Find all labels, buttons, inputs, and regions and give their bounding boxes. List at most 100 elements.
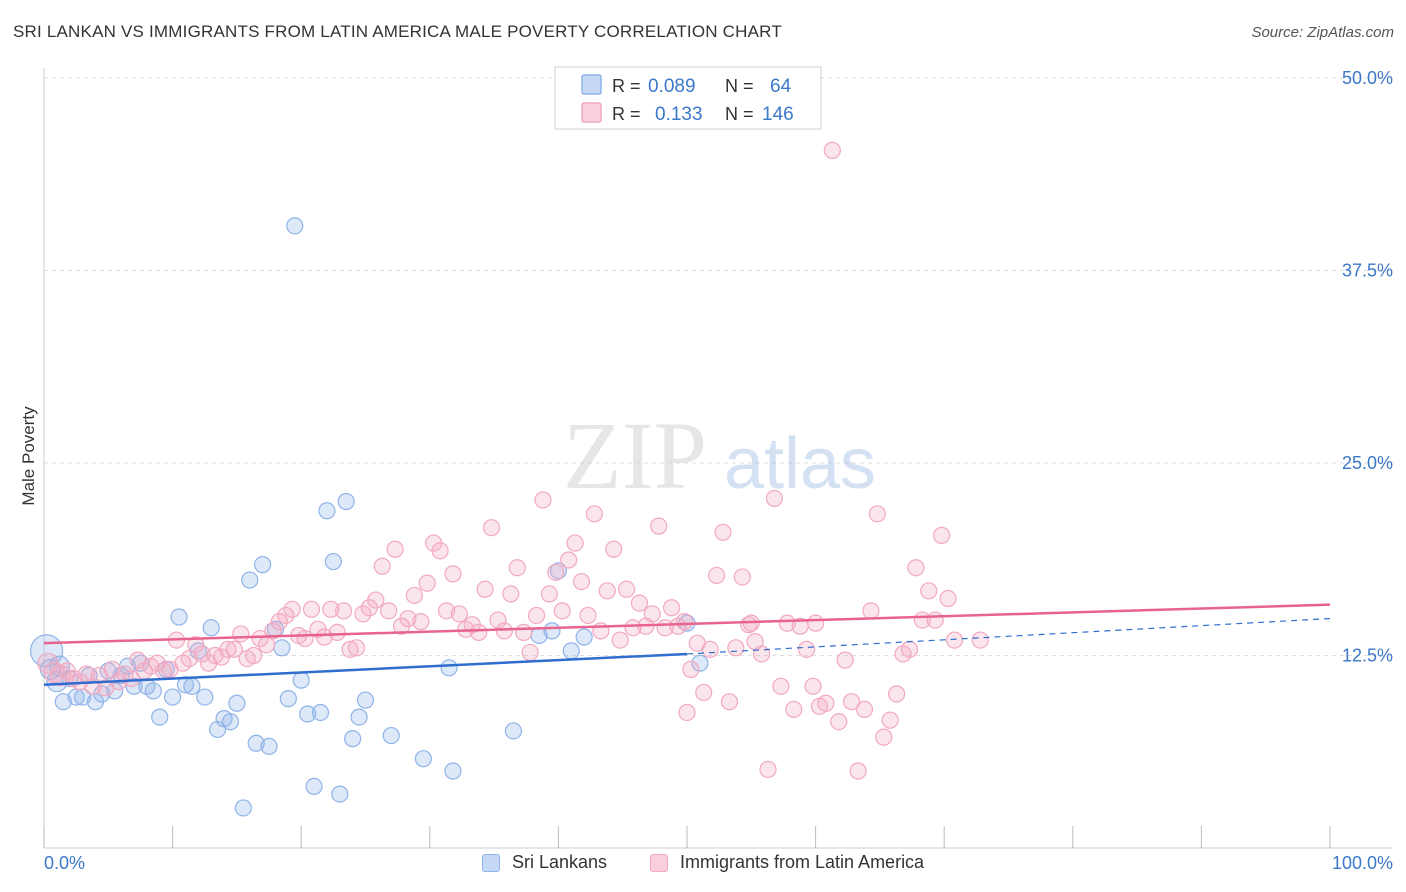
data-point — [691, 654, 709, 672]
legend-swatch-pink — [581, 102, 602, 123]
data-point — [765, 489, 784, 508]
data-point — [605, 540, 623, 558]
data-point — [324, 552, 342, 571]
legend-n-label-pink: N = — [725, 104, 754, 124]
data-point — [560, 551, 578, 569]
data-point — [405, 586, 423, 605]
data-point — [170, 608, 188, 626]
data-point — [251, 629, 269, 648]
data-point — [418, 574, 436, 592]
chart-title: SRI LANKAN VS IMMIGRANTS FROM LATIN AMER… — [13, 22, 782, 41]
data-point — [335, 602, 353, 620]
data-point — [695, 683, 713, 702]
data-point — [431, 542, 449, 560]
data-point — [164, 688, 182, 706]
data-point — [305, 777, 323, 796]
data-point — [566, 534, 584, 552]
data-point — [277, 606, 295, 625]
legend-r-label-pink: R = — [612, 104, 641, 124]
y-tick-label: 37.5% — [1342, 261, 1393, 281]
data-point — [836, 651, 854, 669]
data-point — [144, 682, 162, 700]
data-point — [450, 605, 468, 623]
data-point — [643, 605, 661, 623]
data-point — [495, 622, 513, 640]
data-point — [521, 643, 539, 662]
data-point — [752, 645, 771, 663]
data-point — [579, 606, 597, 625]
data-point — [260, 737, 278, 755]
data-point — [347, 639, 366, 657]
data-point — [920, 582, 938, 600]
data-point — [804, 677, 822, 695]
legend-r-label-blue: R = — [612, 76, 641, 96]
data-point — [292, 671, 310, 689]
data-point — [772, 677, 790, 695]
data-point — [562, 642, 580, 660]
data-point — [412, 613, 430, 631]
data-point — [286, 217, 304, 235]
data-point — [54, 693, 72, 711]
data-point — [354, 605, 372, 623]
data-point — [817, 694, 835, 712]
data-point — [797, 640, 816, 658]
legend-n-value-pink: 146 — [762, 104, 794, 125]
x-tick-label: 100.0% — [1332, 853, 1393, 873]
data-point — [228, 694, 246, 712]
data-point — [202, 619, 220, 637]
data-point — [367, 591, 385, 609]
bottom-legend-label-latin-america: Immigrants from Latin America — [680, 852, 925, 872]
data-point — [183, 677, 201, 695]
data-point — [315, 628, 333, 646]
data-point — [273, 639, 291, 657]
legend-swatch-blue-bottom — [482, 853, 500, 872]
data-point — [945, 631, 964, 649]
data-point — [470, 623, 488, 642]
data-point — [245, 646, 263, 665]
data-point — [778, 614, 796, 632]
trend-line-sri-lankans-projection — [686, 617, 1331, 655]
data-point — [482, 519, 501, 537]
data-point — [151, 708, 169, 726]
data-point — [193, 645, 211, 663]
tick-labels: 12.5% 25.0% 37.5% 50.0% 0.0% 100.0% — [44, 68, 1393, 873]
data-point — [678, 703, 696, 722]
data-point — [714, 523, 732, 541]
data-point — [270, 613, 288, 631]
data-point — [675, 613, 694, 631]
data-point — [504, 722, 522, 740]
data-point — [868, 505, 886, 523]
data-point — [900, 640, 919, 658]
data-point — [489, 611, 507, 629]
data-point — [733, 568, 751, 586]
data-point — [283, 600, 301, 618]
data-point — [264, 622, 282, 640]
axes — [43, 68, 1392, 849]
data-point — [502, 585, 520, 603]
data-point — [547, 563, 565, 581]
legend-swatch-pink-bottom — [650, 853, 668, 872]
data-point — [759, 760, 777, 779]
data-point — [341, 640, 359, 658]
data-point — [971, 631, 989, 649]
data-point — [508, 559, 526, 577]
data-point — [682, 660, 700, 678]
data-point — [875, 728, 893, 746]
watermark-zip: ZIP — [563, 402, 707, 509]
data-point — [598, 582, 616, 600]
data-point — [337, 492, 355, 511]
data-point — [221, 713, 240, 731]
data-point — [241, 571, 259, 589]
data-point — [322, 600, 340, 618]
data-point — [299, 705, 317, 723]
legend-box: R = 0.089 N = 64 R = 0.133 N = 146 — [554, 66, 822, 130]
data-point — [720, 693, 739, 711]
y-axis-label: Male Poverty — [19, 406, 38, 506]
data-point — [331, 785, 349, 803]
data-point — [707, 566, 726, 585]
trend-line-latin-america — [43, 603, 1331, 645]
data-point — [843, 693, 861, 711]
data-point — [926, 611, 944, 629]
watermark-atlas: atlas — [724, 424, 876, 504]
